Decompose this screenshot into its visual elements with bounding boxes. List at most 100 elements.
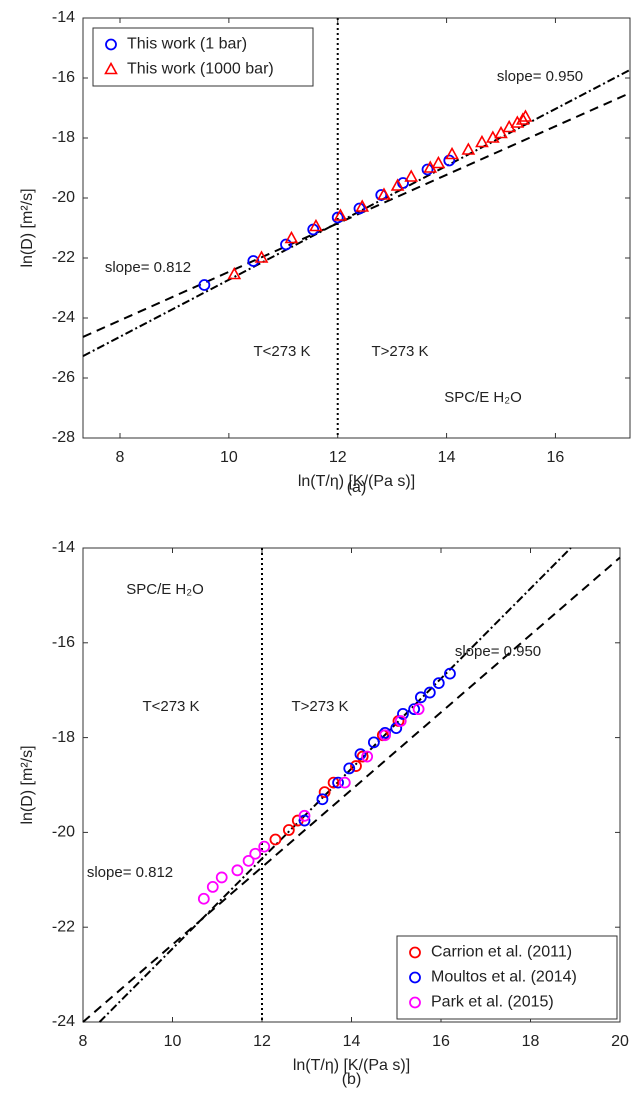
- legend-label: Moultos et al. (2014): [431, 969, 577, 986]
- plot-area: [82, 17, 631, 439]
- y-tick-label: -24: [52, 1013, 75, 1030]
- data-point: [197, 892, 210, 905]
- x-axis-label: ln(T/η) [K/(Pa s)]: [298, 473, 415, 490]
- annotation: SPC/E H₂O: [444, 389, 522, 406]
- x-tick-label: 18: [522, 1033, 540, 1050]
- data-point: [280, 238, 292, 251]
- x-tick-label: 10: [164, 1033, 182, 1050]
- data-point: [414, 691, 427, 704]
- caption: (a): [347, 479, 367, 496]
- data-point: [375, 189, 388, 201]
- x-tick-label: 8: [116, 449, 125, 466]
- data-point: [298, 809, 311, 822]
- legend-box: [92, 27, 314, 87]
- data-point: [269, 833, 282, 846]
- legend-marker: [104, 61, 118, 75]
- x-tick-label: 16: [547, 449, 565, 466]
- data-point: [249, 847, 262, 860]
- y-tick-label: -18: [52, 129, 75, 146]
- data-point: [227, 266, 242, 280]
- y-tick-label: -24: [52, 309, 75, 326]
- data-point: [379, 729, 391, 742]
- annotation: T<273 K: [142, 698, 199, 715]
- y-axis-label: ln(D) [m²/s]: [19, 188, 36, 267]
- data-point: [254, 250, 269, 263]
- y-tick-label: -20: [52, 824, 75, 841]
- data-point: [333, 208, 348, 221]
- x-tick-label: 12: [253, 1033, 271, 1050]
- data-point: [284, 230, 299, 244]
- fit-line: [82, 556, 621, 1023]
- data-point: [215, 871, 228, 884]
- legend-label: This work (1000 bar): [127, 61, 274, 78]
- data-point: [432, 677, 445, 689]
- data-point: [338, 776, 351, 789]
- legend-label: Park et al. (2015): [431, 994, 554, 1011]
- data-point: [332, 776, 344, 789]
- data-point: [361, 750, 374, 763]
- legend-label: This work (1 bar): [127, 36, 247, 53]
- data-point: [247, 255, 260, 267]
- x-tick-label: 14: [438, 449, 456, 466]
- legend-marker: [105, 38, 117, 51]
- data-point: [356, 750, 369, 763]
- annotation: slope= 0.812: [105, 259, 191, 276]
- y-tick-label: -14: [52, 539, 75, 556]
- data-point: [423, 686, 436, 699]
- legend-label: Carrion et al. (2011): [431, 944, 572, 961]
- y-tick-label: -20: [52, 189, 75, 206]
- data-point: [394, 715, 407, 727]
- data-point: [231, 864, 244, 877]
- data-point: [475, 134, 489, 148]
- data-point: [327, 776, 340, 789]
- data-point: [242, 854, 255, 867]
- x-tick-label: 14: [343, 1033, 361, 1050]
- data-point: [206, 881, 219, 893]
- y-tick-label: -14: [52, 9, 75, 26]
- data-point: [354, 748, 367, 761]
- x-tick-label: 12: [329, 449, 347, 466]
- data-point: [353, 202, 366, 215]
- data-point: [298, 814, 311, 827]
- data-point: [318, 786, 331, 799]
- data-point: [397, 177, 409, 189]
- data-point: [494, 125, 508, 139]
- data-point: [355, 199, 370, 212]
- data-point: [518, 109, 533, 122]
- data-point: [421, 163, 434, 176]
- data-point: [443, 154, 456, 167]
- data-point: [331, 211, 344, 224]
- data-point: [198, 279, 211, 291]
- data-point: [444, 667, 456, 680]
- fit-line: [98, 547, 572, 1023]
- data-point: [431, 155, 446, 169]
- annotation: slope= 0.812: [87, 864, 173, 881]
- data-point: [408, 703, 421, 716]
- legend-box: [396, 935, 618, 1020]
- annotation: slope= 0.950: [497, 68, 583, 85]
- data-point: [390, 178, 405, 191]
- data-point: [343, 762, 356, 775]
- data-point: [461, 142, 476, 155]
- y-tick-label: -16: [52, 69, 75, 86]
- annotation: slope= 0.950: [455, 643, 541, 660]
- annotation: SPC/E H₂O: [126, 581, 204, 598]
- y-tick-label: -26: [52, 369, 75, 386]
- data-point: [258, 840, 271, 853]
- annotation: T<273 K: [253, 343, 310, 360]
- fit-line: [82, 92, 631, 338]
- y-tick-label: -16: [52, 634, 75, 651]
- y-tick-label: -22: [52, 249, 75, 266]
- data-point: [445, 146, 459, 160]
- x-axis-label: ln(T/η) [K/(Pa s)]: [293, 1057, 410, 1074]
- data-point: [282, 824, 295, 836]
- data-point: [515, 112, 530, 125]
- x-tick-label: 16: [432, 1033, 450, 1050]
- y-tick-label: -22: [52, 918, 75, 935]
- data-point: [367, 736, 380, 749]
- data-point: [510, 115, 525, 128]
- caption: (b): [342, 1071, 362, 1088]
- data-point: [316, 793, 329, 806]
- legend-marker: [409, 971, 421, 984]
